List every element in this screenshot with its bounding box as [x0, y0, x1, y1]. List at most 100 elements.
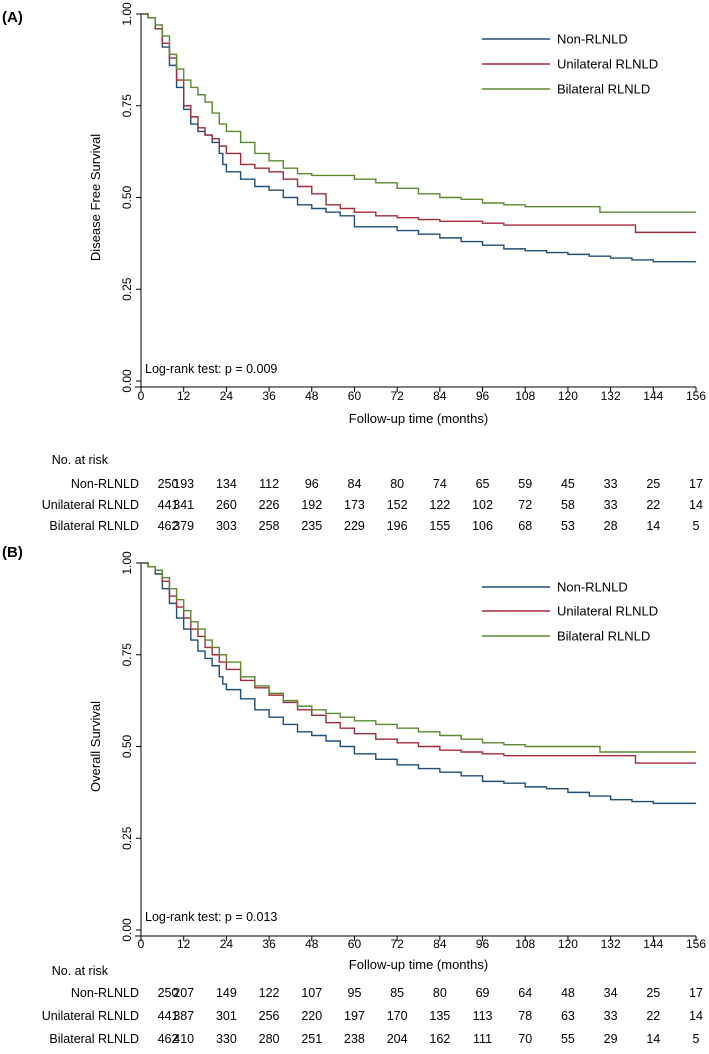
risk-value: 14	[689, 498, 703, 512]
risk-value: 85	[390, 986, 404, 1000]
x-tick-label: 144	[643, 937, 663, 951]
risk-value: 34	[604, 986, 618, 1000]
y-tick-label: 0.50	[120, 734, 134, 758]
log-rank-annotation: Log-rank test: p = 0.013	[145, 910, 277, 924]
risk-value: 155	[429, 519, 450, 533]
risk-row-label: Non-RLNLD	[71, 986, 139, 1000]
risk-value: 25	[646, 986, 660, 1000]
x-tick-label: 132	[601, 937, 621, 951]
y-tick-label: 0.00	[120, 369, 134, 393]
risk-value: 170	[387, 1009, 408, 1023]
x-tick-label: 36	[262, 389, 276, 403]
y-tick-label: 0.25	[120, 277, 134, 301]
x-tick-label: 144	[643, 389, 663, 403]
risk-row-label: Bilateral RLNLD	[49, 1032, 139, 1046]
risk-value: 29	[604, 1032, 618, 1046]
risk-value: 53	[561, 519, 575, 533]
risk-value: 14	[646, 519, 660, 533]
y-tick-label: 0.75	[120, 94, 134, 118]
x-axis-title: Follow-up time (months)	[349, 411, 488, 426]
x-axis-title: Follow-up time (months)	[349, 957, 488, 972]
x-tick-label: 96	[476, 937, 490, 951]
x-tick-label: 96	[476, 389, 490, 403]
risk-value: 106	[472, 519, 493, 533]
risk-value: 84	[348, 477, 362, 491]
risk-value: 441	[158, 498, 179, 512]
risk-value: 25	[646, 477, 660, 491]
x-tick-label: 72	[390, 937, 404, 951]
x-tick-label: 24	[220, 389, 234, 403]
y-tick-label: 1.00	[120, 551, 134, 575]
survival-curve-bilateral-rlnld	[141, 562, 696, 753]
legend-label: Unilateral RLNLD	[557, 57, 658, 72]
panel-label: (A)	[2, 9, 23, 26]
y-axis-title: Overall Survival	[88, 701, 103, 792]
legend-label: Non-RLNLD	[557, 32, 628, 47]
risk-value: 379	[173, 519, 194, 533]
risk-value: 135	[429, 1009, 450, 1023]
y-tick-label: 0.50	[120, 185, 134, 209]
x-tick-label: 48	[305, 389, 319, 403]
risk-value: 204	[387, 1032, 408, 1046]
x-tick-label: 108	[515, 389, 535, 403]
survival-curve-bilateral-rlnld	[141, 13, 696, 213]
risk-value: 207	[173, 986, 194, 1000]
risk-value: 112	[259, 477, 279, 491]
risk-value: 250	[158, 477, 179, 491]
risk-value: 220	[301, 1009, 322, 1023]
risk-value: 122	[429, 498, 450, 512]
risk-value: 28	[604, 519, 618, 533]
risk-value: 192	[301, 498, 322, 512]
risk-value: 74	[433, 477, 447, 491]
legend-label: Non-RLNLD	[557, 580, 628, 595]
risk-value: 102	[472, 498, 493, 512]
x-tick-label: 60	[348, 937, 362, 951]
risk-value: 63	[561, 1009, 575, 1023]
risk-value: 330	[216, 1032, 237, 1046]
x-tick-label: 84	[433, 389, 447, 403]
risk-row-label: Unilateral RLNLD	[42, 1009, 139, 1023]
risk-value: 410	[173, 1032, 194, 1046]
risk-value: 68	[518, 519, 532, 533]
risk-value: 134	[216, 477, 237, 491]
risk-value: 301	[216, 1009, 237, 1023]
x-tick-label: 72	[390, 389, 404, 403]
risk-value: 113	[473, 1009, 493, 1023]
risk-value: 64	[518, 986, 532, 1000]
risk-row-label: Unilateral RLNLD	[42, 498, 139, 512]
risk-value: 33	[604, 1009, 618, 1023]
y-tick-label: 0.75	[120, 643, 134, 667]
risk-value: 48	[561, 986, 575, 1000]
x-tick-label: 0	[138, 389, 145, 403]
risk-value: 70	[518, 1032, 532, 1046]
risk-value: 22	[646, 1009, 660, 1023]
risk-value: 5	[693, 519, 700, 533]
risk-value: 65	[476, 477, 490, 491]
risk-value: 14	[646, 1032, 660, 1046]
risk-value: 462	[158, 519, 179, 533]
risk-row-label: Non-RLNLD	[71, 477, 139, 491]
x-tick-label: 0	[138, 937, 145, 951]
risk-value: 149	[216, 986, 237, 1000]
risk-value: 14	[689, 1009, 703, 1023]
x-tick-label: 132	[601, 389, 621, 403]
risk-value: 33	[604, 477, 618, 491]
risk-value: 441	[158, 1009, 179, 1023]
risk-value: 17	[689, 477, 703, 491]
x-tick-label: 60	[348, 389, 362, 403]
risk-table-title: No. at risk	[52, 964, 109, 978]
risk-value: 387	[173, 1009, 194, 1023]
survival-curve-non-rlnld	[141, 13, 696, 263]
risk-value: 462	[158, 1032, 179, 1046]
legend-label: Bilateral RLNLD	[557, 629, 650, 644]
risk-value: 5	[693, 1032, 700, 1046]
x-tick-label: 12	[177, 389, 191, 403]
x-tick-label: 84	[433, 937, 447, 951]
risk-value: 107	[301, 986, 322, 1000]
x-tick-label: 12	[177, 937, 191, 951]
x-tick-label: 108	[515, 937, 535, 951]
x-tick-label: 120	[558, 937, 578, 951]
x-tick-label: 156	[686, 937, 706, 951]
risk-value: 250	[158, 986, 179, 1000]
